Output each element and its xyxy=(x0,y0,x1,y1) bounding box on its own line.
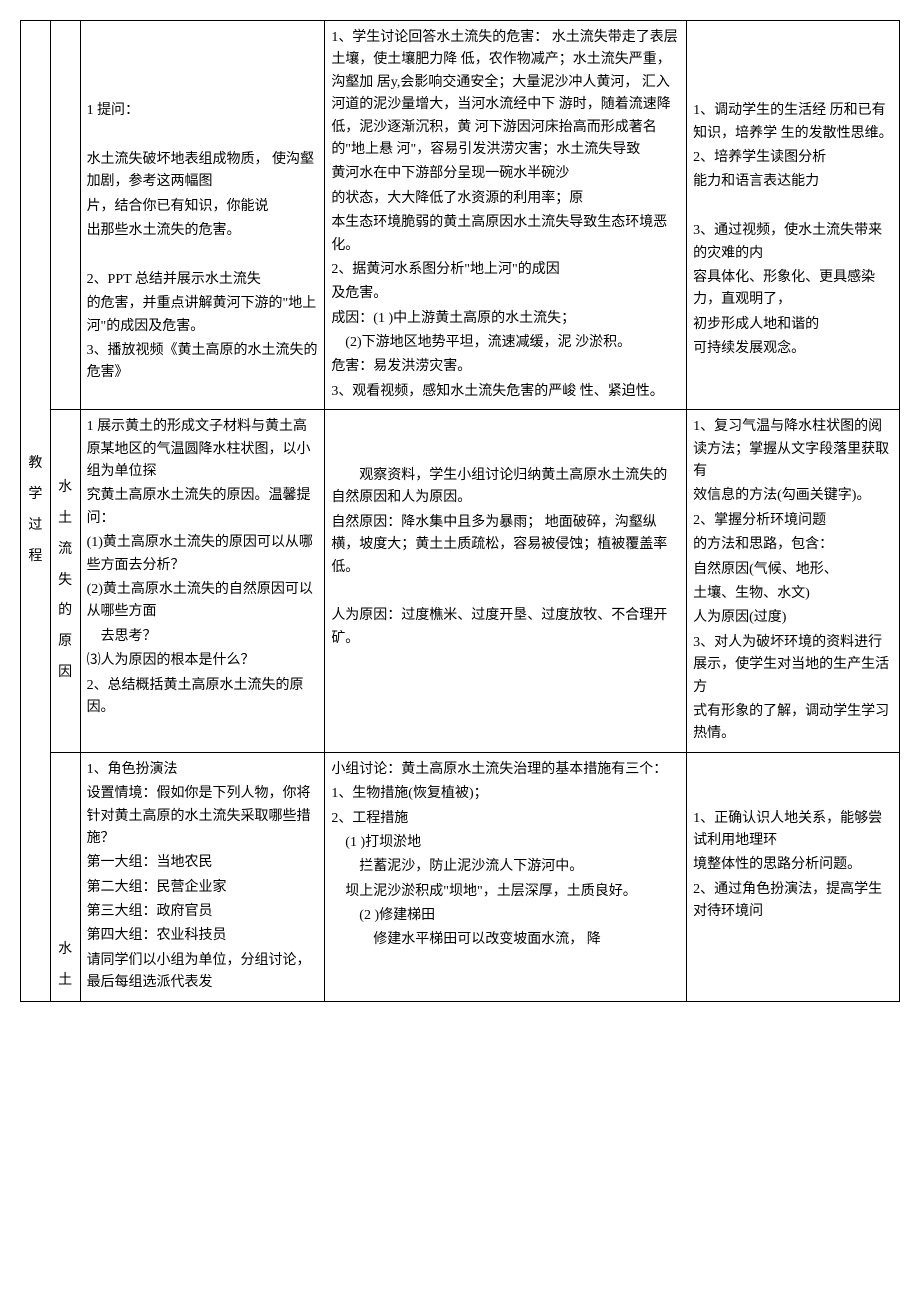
cell-student-3: 小组讨论：黄土高原水土流失治理的基本措施有三个： 1、生物措施(恢复植被)； 2… xyxy=(325,752,687,1001)
text: 人为原因(过度) xyxy=(693,607,893,629)
row-subheader-2: 水 土 流 失 的 原 因 xyxy=(50,410,80,752)
text: ⑶人为原因的根本是什么？ xyxy=(87,650,319,672)
text: 坝上泥沙淤积成"坝地"，土层深厚，土质良好。 xyxy=(331,881,680,903)
text: 自然原因(气候、地形、 xyxy=(693,559,893,581)
text: 初步形成人地和谐的 xyxy=(693,314,893,336)
text: 危害：易发洪涝灾害。 xyxy=(331,356,680,378)
text: (2 )修建梯田 xyxy=(331,905,680,927)
text: 人为原因：过度樵米、过度开垦、过度放牧、不合理开矿。 xyxy=(331,605,680,650)
text: 式有形象的了解，调动学生学习热情。 xyxy=(693,701,893,746)
text: 小组讨论：黄土高原水土流失治理的基本措施有三个： xyxy=(331,759,680,781)
text: 设置情境：假如你是下列人物，你将针对黄土高原的水土流失采取哪些措施？ xyxy=(87,783,319,850)
cell-teacher-3: 1、角色扮演法 设置情境：假如你是下列人物，你将针对黄土高原的水土流失采取哪些措… xyxy=(80,752,325,1001)
text: 2、PPT 总结并展示水土流失 xyxy=(87,269,319,291)
text: 第一大组：当地农民 xyxy=(87,852,319,874)
text: 去思考？ xyxy=(87,626,319,648)
char: 土 xyxy=(57,504,74,535)
table-row: 水 土 流 失 的 原 因 1 展示黄土的形成文子材料与黄土高原某地区的气温圆降… xyxy=(21,410,900,752)
text: 2、掌握分析环境问题 xyxy=(693,510,893,532)
lesson-plan-table: 教 学 过 程 1 提问： 水土流失破坏地表组成物质， 使沟壑加剧，参考这两幅图… xyxy=(20,20,900,1002)
text: 1、生物措施(恢复植被)； xyxy=(331,783,680,805)
text: 1、复习气温与降水柱状图的阅读方法；掌握从文字段落里获取有 xyxy=(693,416,893,483)
text: 1、调动学生的生活经 历和已有知识，培养学 生的发散性思维。 xyxy=(693,100,893,145)
cell-teacher-1: 1 提问： 水土流失破坏地表组成物质， 使沟壑加剧，参考这两幅图 片，结合你已有… xyxy=(80,21,325,410)
table-row: 教 学 过 程 1 提问： 水土流失破坏地表组成物质， 使沟壑加剧，参考这两幅图… xyxy=(21,21,900,410)
text: 2、总结概括黄土高原水土流失的原因。 xyxy=(87,675,319,720)
char: 程 xyxy=(27,542,44,573)
char: 失 xyxy=(57,566,74,597)
text: 本生态环境脆弱的黄土高原因水土流失导致生态环境恶化。 xyxy=(331,212,680,257)
text: 土壤、生物、水文) xyxy=(693,583,893,605)
text: 3、观看视频，感知水土流失危害的严峻 性、紧迫性。 xyxy=(331,381,680,403)
text: 自然原因：降水集中且多为暴雨； 地面破碎，沟壑纵横，坡度大；黄土土质疏松，容易被… xyxy=(331,512,680,579)
text: (1)黄土高原水土流失的原因可以从哪些方面去分析？ xyxy=(87,532,319,577)
text: 2、通过角色扮演法，提高学生对待环境问 xyxy=(693,879,893,924)
char: 的 xyxy=(57,596,74,627)
char: 过 xyxy=(27,511,44,542)
text: 2、工程措施 xyxy=(331,808,680,830)
text: 境整体性的思路分析问题。 xyxy=(693,854,893,876)
row-subheader-3: 水 土 xyxy=(50,752,80,1001)
text: 成因：(1 )中上游黄土高原的水土流失； xyxy=(331,308,680,330)
text: 1、角色扮演法 xyxy=(87,759,319,781)
cell-student-2: 观察资料，学生小组讨论归纳黄土高原水土流失的自然原因和人为原因。 自然原因：降水… xyxy=(325,410,687,752)
text: 3、对人为破坏环境的资料进行展示，使学生对当地的生产生活方 xyxy=(693,632,893,699)
char: 教 xyxy=(27,449,44,480)
text: 容具体化、形象化、更具感染力，直观明了， xyxy=(693,267,893,312)
text: 水土流失破坏地表组成物质， 使沟壑加剧，参考这两幅图 xyxy=(87,149,319,194)
cell-intent-3: 1、正确认识人地关系，能够尝试利用地理环 境整体性的思路分析问题。 2、通过角色… xyxy=(687,752,900,1001)
text: 1、正确认识人地关系，能够尝试利用地理环 xyxy=(693,808,893,853)
text: 第四大组：农业科技员 xyxy=(87,925,319,947)
char: 学 xyxy=(27,480,44,511)
table-row: 水 土 1、角色扮演法 设置情境：假如你是下列人物，你将针对黄土高原的水土流失采… xyxy=(21,752,900,1001)
text: 第二大组：民营企业家 xyxy=(87,877,319,899)
text: 片，结合你已有知识，你能说 xyxy=(87,196,319,218)
text: (1 )打坝淤地 xyxy=(331,832,680,854)
text: 修建水平梯田可以改变坡面水流， 降 xyxy=(331,929,680,951)
text: 1 提问： xyxy=(87,100,319,122)
text: 能力和语言表达能力 xyxy=(693,171,893,193)
text: 可持续发展观念。 xyxy=(693,338,893,360)
text: (2)黄土高原水土流失的自然原因可以从哪些方面 xyxy=(87,579,319,624)
text: (2)下游地区地势平坦，流速减缓，泥 沙淤积。 xyxy=(331,332,680,354)
text: 2、据黄河水系图分析"地上河"的成因 xyxy=(331,259,680,281)
text: 效信息的方法(勾画关键字)。 xyxy=(693,485,893,507)
char: 水 xyxy=(57,935,74,966)
char: 因 xyxy=(57,658,74,689)
text: 的状态，大大降低了水资源的利用率；原 xyxy=(331,188,680,210)
text: 3、通过视频，使水土流失带来的灾难的内 xyxy=(693,220,893,265)
text: 观察资料，学生小组讨论归纳黄土高原水土流失的自然原因和人为原因。 xyxy=(331,465,680,510)
text: 的方法和思路，包含： xyxy=(693,534,893,556)
text: 3、播放视频《黄土高原的水土流失的危害》 xyxy=(87,340,319,385)
cell-teacher-2: 1 展示黄土的形成文子材料与黄土高原某地区的气温圆降水柱状图，以小组为单位探 究… xyxy=(80,410,325,752)
text: 拦蓄泥沙，防止泥沙流人下游河中。 xyxy=(331,856,680,878)
text: 究黄土高原水土流失的原因。温馨提问： xyxy=(87,485,319,530)
text: 1 展示黄土的形成文子材料与黄土高原某地区的气温圆降水柱状图，以小组为单位探 xyxy=(87,416,319,483)
text: 黄河水在中下游部分呈现一碗水半碗沙 xyxy=(331,163,680,185)
text: 2、培养学生读图分析 xyxy=(693,147,893,169)
text: 及危害。 xyxy=(331,283,680,305)
cell-student-1: 1、学生讨论回答水土流失的危害： 水土流失带走了表层土壤，使土壤肥力降 低，农作… xyxy=(325,21,687,410)
text: 出那些水土流失的危害。 xyxy=(87,220,319,242)
text: 第三大组：政府官员 xyxy=(87,901,319,923)
text: 请同学们以小组为单位，分组讨论，最后每组选派代表发 xyxy=(87,950,319,995)
char: 土 xyxy=(57,966,74,997)
cell-intent-1: 1、调动学生的生活经 历和已有知识，培养学 生的发散性思维。 2、培养学生读图分… xyxy=(687,21,900,410)
cell-intent-2: 1、复习气温与降水柱状图的阅读方法；掌握从文字段落里获取有 效信息的方法(勾画关… xyxy=(687,410,900,752)
text: 的危害，并重点讲解黄河下游的"地上河"的成因及危害。 xyxy=(87,293,319,338)
text: 1、学生讨论回答水土流失的危害： 水土流失带走了表层土壤，使土壤肥力降 低，农作… xyxy=(331,27,680,161)
row-header-main: 教 学 过 程 xyxy=(21,21,51,1002)
char: 流 xyxy=(57,535,74,566)
char: 水 xyxy=(57,473,74,504)
char: 原 xyxy=(57,627,74,658)
row-subheader-1 xyxy=(50,21,80,410)
